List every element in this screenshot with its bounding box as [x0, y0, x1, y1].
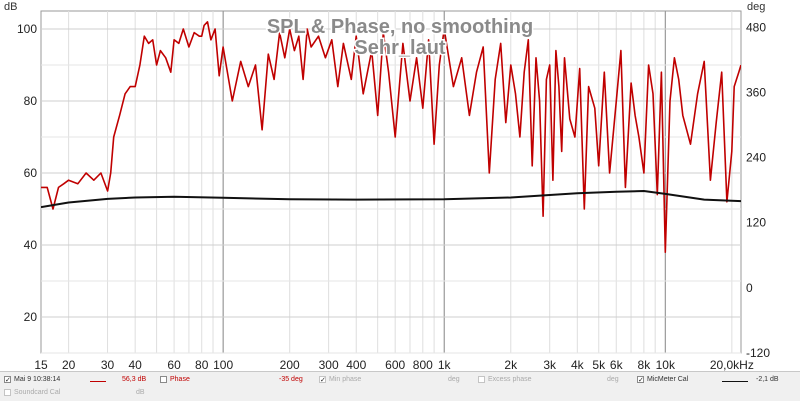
phase-value: -35 deg: [279, 376, 303, 383]
x-tick-label: 200: [280, 358, 300, 371]
x-tick-label: 60: [167, 358, 181, 371]
phase-label: Phase: [170, 376, 190, 383]
x-tick-label: 80: [195, 358, 209, 371]
y-tick-label-right: 120: [746, 216, 766, 230]
min-phase-value: deg: [448, 376, 460, 383]
y-tick-label-left: 100: [17, 22, 37, 36]
micmeter-line-swatch: [722, 381, 748, 382]
x-tick-label: 30: [101, 358, 115, 371]
x-tick-label: 5k: [592, 358, 606, 371]
excess-phase-value: deg: [607, 376, 619, 383]
x-tick-label: 20: [62, 358, 76, 371]
x-tick-label: 20,0kHz: [710, 358, 754, 371]
x-tick-label: 2k: [504, 358, 518, 371]
y-tick-label-right: 360: [746, 85, 766, 99]
micmeter-cal-value: -2,1 dB: [756, 376, 779, 383]
measurement-label: Mai 9 10:38:14: [14, 376, 61, 383]
x-tick-label: 10k: [656, 358, 676, 371]
axis-labels: 15 20 30 40 60 80 100 200 300 400 600 800 1k 2k 3k 4k 5k…: [17, 20, 770, 372]
legend-item-micmeter-cal[interactable]: ✓ MicMeter Cal: [637, 376, 689, 384]
chart-title: SPL & Phase, no smoothing: [267, 16, 533, 38]
y-tick-label-left: 80: [24, 94, 38, 108]
micmeter-cal-series-line: [41, 190, 741, 209]
y-tick-label-right: 0: [746, 281, 753, 295]
x-tick-label: 40: [128, 358, 142, 371]
chart-subtitle: Sehr_laut: [354, 37, 445, 59]
y-axis-label-left: dB: [4, 1, 17, 13]
measurement-value: 56,3 dB: [122, 376, 147, 383]
series-layer: [41, 20, 741, 253]
spl-series-line: [41, 20, 741, 253]
min-phase-label: Min phase: [329, 376, 362, 383]
plot-frame: [40, 10, 742, 354]
spl-phase-chart: 15 20 30 40 60 80 100 200 300 400 600 800 1k 2k 3k 4k 5k…: [4, 1, 770, 372]
x-tick-label: 4k: [571, 358, 585, 371]
y-tick-label-left: 20: [24, 310, 38, 324]
measurement-line-swatch: [90, 381, 106, 382]
measurement-checkbox[interactable]: ✓: [4, 376, 11, 384]
phase-checkbox[interactable]: [160, 376, 167, 383]
y-tick-label-left: 60: [24, 166, 38, 180]
legend-bar: ✓ Mai 9 10:38:14 56,3 dB Phase -35 deg ✓…: [0, 371, 800, 401]
x-tick-label: 8k: [638, 358, 652, 371]
y-tick-label-right: 240: [746, 151, 766, 165]
y-tick-label-right: 480: [746, 20, 766, 34]
soundcard-cal-value: dB: [136, 389, 145, 396]
x-tick-label: 400: [346, 358, 366, 371]
x-tick-label: 600: [385, 358, 405, 371]
x-tick-label: 1k: [438, 358, 452, 371]
legend-item-measurement[interactable]: ✓ Mai 9 10:38:14: [4, 376, 61, 384]
x-tick-label: 100: [213, 358, 233, 371]
y-tick-label-left: 40: [24, 238, 38, 252]
legend-item-min-phase[interactable]: ✓ Min phase: [319, 376, 362, 384]
y-tick-label-right: -120: [746, 346, 770, 360]
legend-item-excess-phase[interactable]: Excess phase: [478, 376, 532, 383]
legend-item-phase[interactable]: Phase: [160, 376, 190, 383]
min-phase-checkbox[interactable]: ✓: [319, 376, 326, 384]
y-axis-label-right: deg: [747, 1, 765, 13]
x-tick-label: 15: [34, 358, 48, 371]
x-tick-label: 800: [413, 358, 433, 371]
excess-phase-checkbox[interactable]: [478, 376, 485, 383]
x-tick-label: 6k: [610, 358, 624, 371]
soundcard-cal-checkbox[interactable]: [4, 389, 11, 396]
excess-phase-label: Excess phase: [488, 376, 532, 383]
legend-item-soundcard-cal[interactable]: Soundcard Cal: [4, 389, 60, 396]
micmeter-cal-checkbox[interactable]: ✓: [637, 376, 644, 384]
soundcard-cal-label: Soundcard Cal: [14, 389, 61, 396]
x-tick-label: 300: [319, 358, 339, 371]
micmeter-cal-label: MicMeter Cal: [647, 376, 689, 383]
x-tick-label: 3k: [543, 358, 557, 371]
